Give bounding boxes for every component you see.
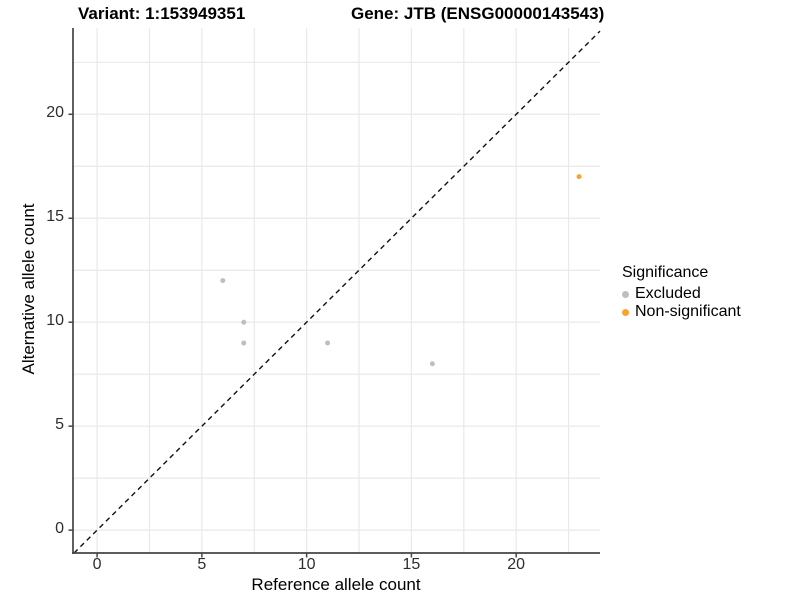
legend-title: Significance	[622, 264, 709, 281]
legend-item: Non-significant	[622, 303, 741, 321]
x-tick-label: 15	[402, 556, 421, 573]
y-tick-label: 20	[46, 104, 64, 122]
variant-title: Variant: 1:153949351	[78, 4, 246, 23]
data-point-excluded	[241, 340, 247, 346]
x-axis-label: Reference allele count	[251, 575, 421, 594]
data-point-non-significant	[576, 174, 582, 180]
legend-item-label: Non-significant	[635, 303, 741, 320]
x-tick-label: 10	[297, 556, 316, 573]
legend-item: Excluded	[622, 285, 741, 303]
data-point-excluded	[220, 278, 226, 284]
y-tick-label: 0	[55, 520, 64, 538]
y-axis-label: Alternative allele count	[19, 203, 38, 375]
x-tick-label: 20	[507, 556, 526, 573]
legend: Significance Excluded Non-significant	[622, 264, 741, 321]
y-tick-label: 5	[55, 416, 64, 434]
y-tick-label: 15	[46, 208, 64, 226]
legend-point-icon	[622, 290, 629, 298]
x-tick-label: 5	[197, 556, 207, 573]
y-tick-label: 10	[46, 312, 64, 330]
data-point-excluded	[241, 319, 247, 325]
x-tick-label: 0	[92, 556, 102, 573]
legend-items: Excluded Non-significant	[622, 285, 741, 321]
data-point-excluded	[429, 361, 435, 367]
legend-point-icon	[622, 308, 629, 316]
data-point-excluded	[325, 340, 331, 346]
identity-line	[73, 30, 601, 554]
gene-title: Gene: JTB (ENSG00000143543)	[351, 4, 605, 23]
legend-item-label: Excluded	[635, 285, 701, 302]
